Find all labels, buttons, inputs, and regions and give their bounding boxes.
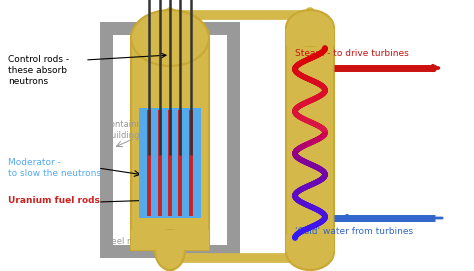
Bar	[131, 230, 209, 250]
Bar	[131, 38, 209, 250]
Text: Steel reactor
vessel: Steel reactor vessel	[103, 237, 157, 257]
Bar	[286, 28, 334, 252]
Bar	[286, 28, 334, 46]
Ellipse shape	[286, 10, 334, 46]
Text: Containment
Building: Containment Building	[105, 120, 159, 140]
Ellipse shape	[131, 10, 209, 66]
Bar	[139, 108, 201, 218]
Bar	[113, 35, 227, 245]
Text: Steam - to drive turbines: Steam - to drive turbines	[295, 49, 409, 57]
Text: Control rods -
these absorb
neutrons: Control rods - these absorb neutrons	[8, 55, 69, 86]
Text: 'Cold' water from turbines: 'Cold' water from turbines	[295, 227, 413, 237]
Ellipse shape	[155, 230, 185, 270]
Text: Moderator -
to slow the neutrons: Moderator - to slow the neutrons	[8, 158, 101, 178]
Ellipse shape	[286, 234, 334, 270]
Text: Uranium fuel rods: Uranium fuel rods	[8, 196, 100, 205]
Bar	[286, 234, 334, 252]
Bar	[100, 22, 240, 258]
